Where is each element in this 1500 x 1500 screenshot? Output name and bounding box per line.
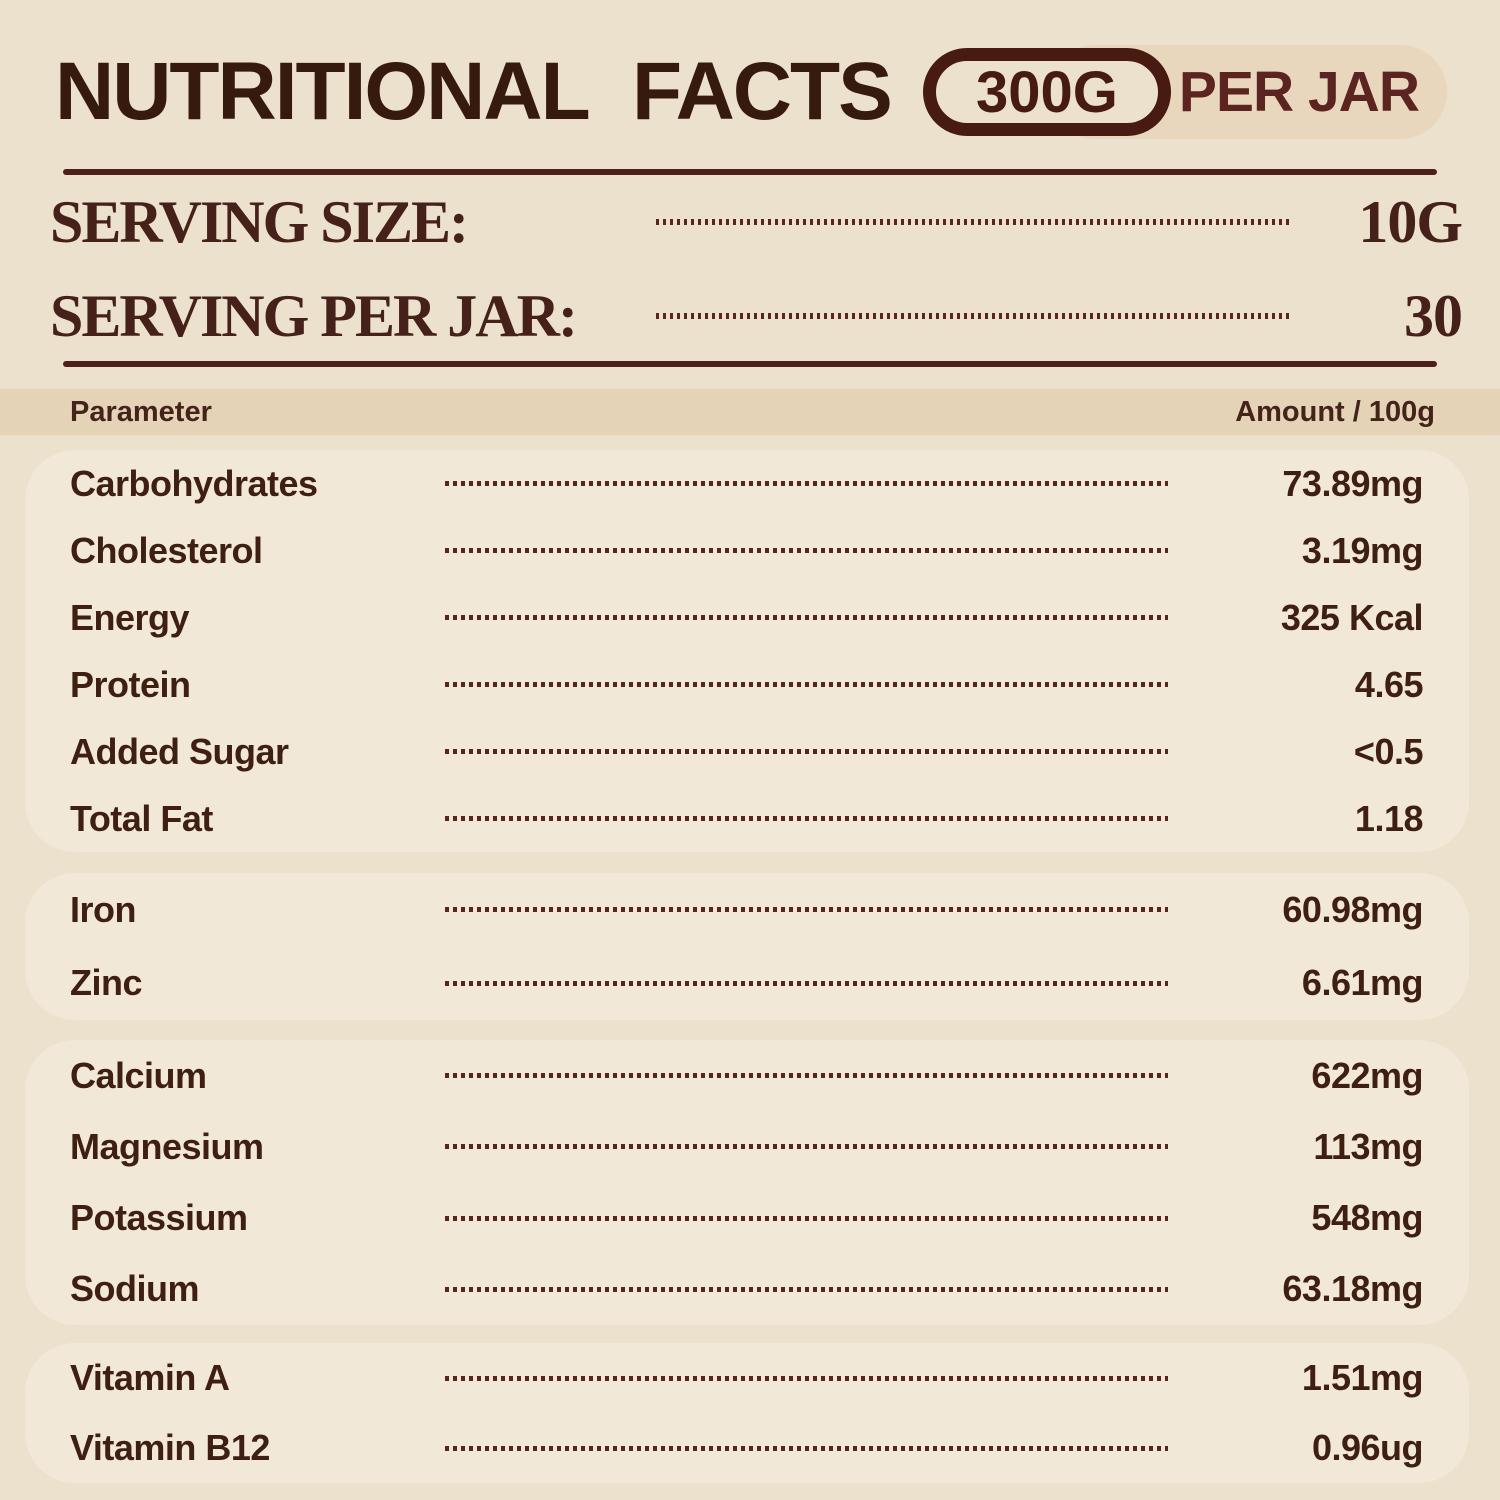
serving-per-jar-label: SERVING PER JAR: (50, 282, 578, 349)
row-value: 60.98mg (1282, 888, 1423, 930)
row-value: 1.51mg (1301, 1357, 1424, 1398)
table-row: Zinc 6.61mg (70, 962, 1424, 1004)
dotted-leader (445, 907, 1168, 913)
weight-pill: 300G (922, 48, 1171, 136)
dotted-leader (445, 816, 1168, 821)
table-row: Vitamin B12 0.96ug (70, 1427, 1424, 1469)
dotted-leader (445, 1144, 1168, 1150)
dotted-leader (445, 980, 1168, 986)
table-row: Added Sugar <0.5 (70, 730, 1424, 773)
row-label: Iron (70, 888, 137, 930)
amount-column-header: Amount / 100g (1235, 395, 1435, 428)
row-label: Cholesterol (70, 529, 263, 571)
row-label: Sodium (70, 1268, 200, 1310)
dotted-leader (445, 548, 1168, 553)
row-value: 73.89mg (1282, 462, 1423, 504)
serving-size-label: SERVING SIZE: (50, 188, 469, 255)
row-label: Protein (70, 663, 191, 705)
table-row: Iron 60.98mg (70, 888, 1424, 931)
row-value: 622mg (1311, 1054, 1423, 1096)
dotted-leader (656, 313, 1292, 319)
jar-weight-badge: 300G PER JAR (922, 45, 1447, 139)
table-row: Magnesium 113mg (70, 1125, 1424, 1168)
trace-minerals-card: Iron 60.98mg Zinc 6.61mg (25, 873, 1469, 1020)
dotted-leader (445, 1375, 1168, 1381)
serving-size-row: SERVING SIZE: 10G (50, 188, 1463, 255)
table-row: Calcium 622mg (70, 1054, 1424, 1097)
dotted-leader (445, 1445, 1168, 1451)
row-value: 63.18mg (1282, 1268, 1423, 1310)
minerals-card: Calcium 622mg Magnesium 113mg Potassium … (25, 1040, 1469, 1325)
table-row: Carbohydrates 73.89mg (70, 462, 1424, 505)
row-label: Magnesium (70, 1125, 264, 1167)
serving-size-value: 10G (1358, 188, 1463, 255)
row-label: Potassium (70, 1197, 248, 1239)
table-row: Energy 325 Kcal (70, 596, 1424, 639)
row-value: 113mg (1313, 1125, 1423, 1167)
table-header-band: Parameter Amount / 100g (0, 389, 1500, 435)
table-row: Protein 4.65 (70, 663, 1424, 706)
dotted-leader (445, 615, 1168, 620)
dotted-leader (656, 219, 1292, 225)
page-title: NUTRITIONAL FACTS (55, 46, 893, 137)
row-label: Carbohydrates (70, 462, 318, 504)
dotted-leader (445, 682, 1168, 687)
dotted-leader (445, 481, 1168, 486)
row-label: Vitamin B12 (70, 1427, 270, 1468)
dotted-leader (445, 1073, 1168, 1079)
table-row: Sodium 63.18mg (70, 1268, 1424, 1310)
table-row: Potassium 548mg (70, 1197, 1424, 1239)
vitamins-card: Vitamin A 1.51mg Vitamin B12 0.96ug (25, 1343, 1469, 1483)
row-value: 6.61mg (1301, 962, 1424, 1004)
table-row: Total Fat 1.18 (70, 797, 1424, 840)
row-label: Added Sugar (70, 730, 289, 772)
dotted-leader (445, 749, 1168, 754)
row-label: Energy (70, 596, 190, 638)
row-value: 0.96ug (1311, 1427, 1424, 1468)
row-value: 325 Kcal (1280, 596, 1424, 638)
table-row: Cholesterol 3.19mg (70, 529, 1424, 572)
row-value: 548mg (1311, 1197, 1423, 1239)
row-value: <0.5 (1353, 730, 1424, 772)
title-row: NUTRITIONAL FACTS 300G PER JAR (55, 42, 1447, 142)
divider-bottom (63, 361, 1437, 367)
row-value: 3.19mg (1301, 529, 1424, 571)
serving-per-jar-row: SERVING PER JAR: 30 (50, 282, 1463, 349)
row-value: 1.18 (1354, 797, 1424, 839)
serving-per-jar-value: 30 (1404, 282, 1463, 349)
row-label: Zinc (70, 962, 143, 1004)
divider-top (63, 169, 1437, 175)
badge-suffix-label: PER JAR (1178, 60, 1420, 124)
parameter-column-header: Parameter (70, 395, 212, 428)
dotted-leader (445, 1215, 1168, 1221)
row-label: Vitamin A (70, 1357, 230, 1398)
macronutrients-card: Carbohydrates 73.89mg Cholesterol 3.19mg… (25, 450, 1469, 852)
row-label: Calcium (70, 1054, 207, 1096)
table-row: Vitamin A 1.51mg (70, 1357, 1424, 1399)
dotted-leader (445, 1286, 1168, 1292)
row-value: 4.65 (1354, 663, 1424, 705)
row-label: Total Fat (70, 797, 213, 839)
